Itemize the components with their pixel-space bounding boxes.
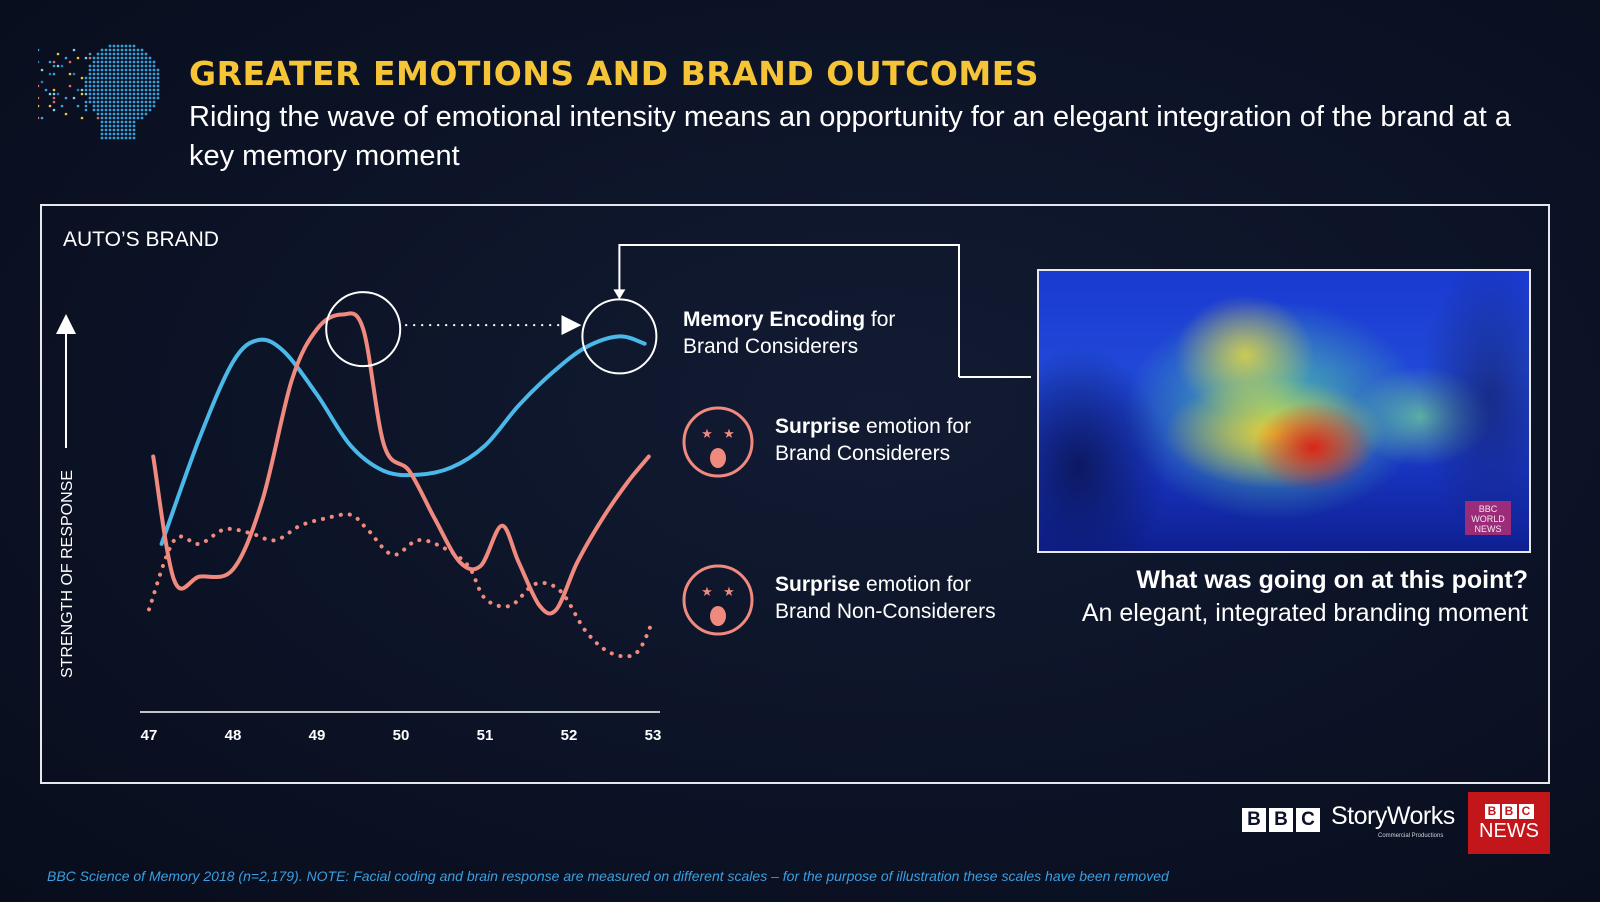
legend-surprise-considerers: Surprise emotion for Brand Considerers	[775, 415, 972, 465]
highlight-circle	[325, 291, 402, 368]
x-tick-label: 49	[309, 727, 326, 744]
series-line-surprise-emotion-for-brand-considerers	[151, 311, 651, 616]
x-tick-label: 48	[225, 727, 242, 744]
x-tick-label: 52	[561, 727, 578, 744]
page-title: GREATER EMOTIONS AND BRAND OUTCOMES	[189, 54, 1040, 93]
x-tick-label: 53	[645, 727, 662, 744]
legend-memory-encoding: Memory Encoding for Brand Considerers	[683, 308, 896, 358]
brain-heatmap-video-still: BBC WORLD NEWS	[1037, 269, 1531, 553]
video-caption: What was going on at this point? An eleg…	[1081, 566, 1528, 627]
surprise-face-icon: ★ ★	[682, 406, 754, 478]
connector-line-top	[618, 244, 960, 377]
surprise-face-icon: ★ ★	[682, 564, 754, 636]
chart-panel	[40, 204, 1550, 784]
svg-text:★: ★	[701, 427, 713, 442]
svg-text:★: ★	[723, 427, 735, 442]
x-tick-label: 51	[477, 727, 494, 744]
footnote: BBC Science of Memory 2018 (n=2,179). NO…	[47, 868, 1169, 884]
brand-label: AUTO’S BRAND	[63, 228, 219, 251]
series-line-surprise-emotion-for-brand-non-considerers	[147, 512, 655, 659]
storyworks-logo: StoryWorks	[1331, 802, 1455, 830]
x-tick-label: 47	[141, 727, 158, 744]
bbc-world-news-watermark: BBC WORLD NEWS	[1465, 501, 1511, 535]
y-axis-label: STRENGTH OF RESPONSE	[59, 470, 76, 678]
commercial-productions-label: Commercial Productions	[1378, 833, 1444, 839]
x-tick-label: 50	[393, 727, 410, 744]
legend-surprise-non-considerers: Surprise emotion for Brand Non-Considere…	[775, 573, 996, 623]
svg-text:★: ★	[701, 585, 713, 600]
brain-logo-icon	[38, 44, 160, 140]
page-subtitle: Riding the wave of emotional intensity m…	[189, 101, 1511, 172]
svg-text:★: ★	[723, 585, 735, 600]
series-line-memory-encoding-for-brand-considerers	[159, 334, 647, 546]
